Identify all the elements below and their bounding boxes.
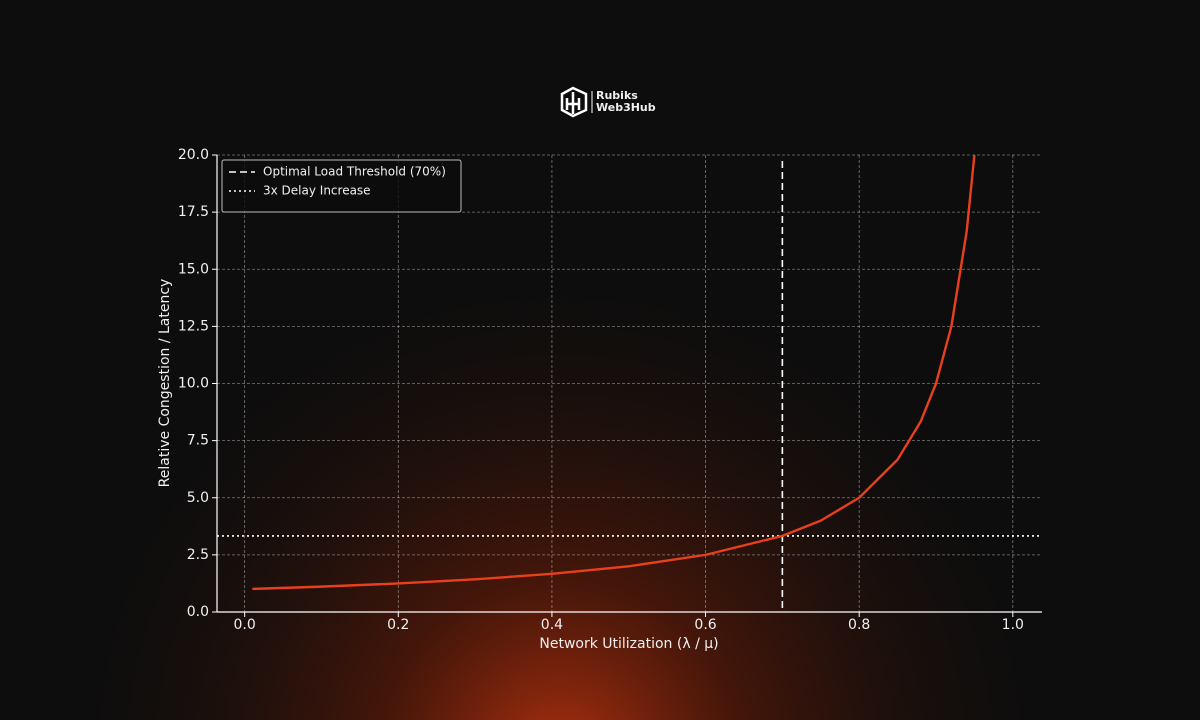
x-tick-label: 1.0 [1002, 617, 1024, 633]
legend: Optimal Load Threshold (70%) 3x Delay Inc… [221, 159, 462, 213]
x-tick-label: 0.2 [387, 617, 409, 633]
y-tick-label: 17.5 [178, 204, 209, 220]
legend-label: Optimal Load Threshold (70%) [263, 165, 446, 179]
x-tick-label: 0.0 [234, 617, 256, 633]
y-axis-label: Relative Congestion / Latency [157, 279, 173, 488]
legend-box [221, 159, 462, 213]
y-tick-label: 15.0 [178, 261, 209, 277]
logo-icon [560, 86, 588, 118]
x-tick-label: 0.4 [541, 617, 563, 633]
logo-text: Web3Hub [596, 101, 656, 114]
y-tick-label: 12.5 [178, 318, 209, 334]
y-tick-label: 0.0 [187, 604, 209, 620]
y-tick-label: 2.5 [187, 547, 209, 563]
logo-icon [565, 92, 581, 114]
y-tick-label: 20.0 [178, 147, 209, 163]
data-line [252, 154, 976, 591]
y-tick-label: 5.0 [187, 490, 209, 506]
y-tick-label: 7.5 [187, 433, 209, 449]
x-tick-label: 0.6 [694, 617, 716, 633]
x-axis-label: Network Utilization (λ / μ) [539, 636, 718, 652]
x-tick-label: 0.8 [848, 617, 870, 633]
y-tick-label: 10.0 [178, 376, 209, 392]
logo-text: Rubiks [596, 89, 638, 102]
logo: Rubiks Web3Hub [560, 86, 656, 118]
legend-label: 3x Delay Increase [263, 184, 371, 198]
